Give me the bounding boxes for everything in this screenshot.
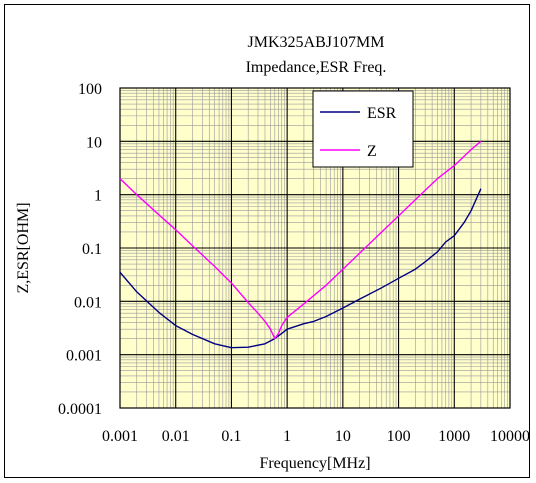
legend: ESR Z bbox=[312, 90, 414, 168]
x-tick-labels: 0.001 0.01 0.1 1 10 100 1000 10000 bbox=[102, 428, 530, 445]
major-grid bbox=[120, 88, 510, 408]
series-line-z bbox=[119, 140, 482, 340]
x-tick-label: 0.001 bbox=[102, 428, 138, 445]
x-axis-label: Frequency[MHz] bbox=[259, 455, 370, 472]
x-tick-label: 0.01 bbox=[162, 428, 190, 445]
y-tick-label: 0.001 bbox=[66, 348, 102, 365]
y-tick-labels: 100 10 1 0.1 0.01 0.001 0.0001 bbox=[58, 81, 102, 418]
x-tick-label: 10 bbox=[335, 428, 351, 445]
x-tick-label: 0.1 bbox=[221, 428, 241, 445]
chart-title: JMK325ABJ107MM bbox=[248, 34, 385, 51]
y-axis-label: Z,ESR[OHM] bbox=[15, 202, 32, 293]
x-tick-label: 10000 bbox=[490, 428, 530, 445]
y-tick-label: 0.01 bbox=[74, 294, 102, 311]
legend-label-z: Z bbox=[367, 143, 377, 160]
chart-subtitle: Impedance,ESR Freq. bbox=[246, 59, 387, 76]
y-tick-label: 1 bbox=[94, 188, 102, 205]
y-tick-label: 10 bbox=[86, 134, 102, 151]
legend-label-esr: ESR bbox=[367, 105, 397, 122]
x-tick-label: 1 bbox=[283, 428, 291, 445]
series-layer bbox=[119, 140, 482, 349]
plot-border bbox=[119, 87, 511, 409]
y-tick-label: 0.0001 bbox=[58, 401, 102, 418]
x-tick-label: 1000 bbox=[438, 428, 470, 445]
y-tick-label: 100 bbox=[78, 81, 102, 98]
legend-box bbox=[312, 90, 414, 168]
x-tick-label: 100 bbox=[387, 428, 411, 445]
y-tick-label: 0.1 bbox=[82, 241, 102, 258]
series-line-esr bbox=[119, 188, 482, 349]
